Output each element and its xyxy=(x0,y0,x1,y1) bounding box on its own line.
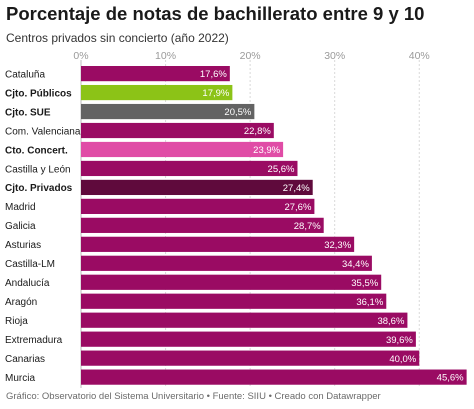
category-labels: Cataluña Cjto. Públicos Cjto. SUE Com. Vale… xyxy=(5,69,81,384)
chart-footer: Gráfico: Observatorio del Sistema Univer… xyxy=(6,391,381,402)
bar xyxy=(81,141,284,158)
value-label: 36,1% xyxy=(356,297,383,308)
bar xyxy=(81,103,255,120)
category-label: Madrid xyxy=(5,202,36,213)
bar xyxy=(81,217,324,233)
value-label: 45,6% xyxy=(437,373,464,384)
value-label: 28,7% xyxy=(294,221,321,232)
value-label: 27,6% xyxy=(284,202,311,213)
bar xyxy=(81,66,230,82)
bar xyxy=(81,198,315,214)
category-label: Galicia xyxy=(5,221,36,232)
x-tick-label: 40% xyxy=(409,50,430,62)
bar xyxy=(81,160,298,177)
bar xyxy=(81,84,233,101)
bar xyxy=(81,369,467,385)
value-label: 27,4% xyxy=(283,183,310,194)
category-label: Canarias xyxy=(5,354,45,365)
value-label: 35,5% xyxy=(351,278,378,289)
category-label: Rioja xyxy=(5,316,28,327)
x-axis-ticks: 0% 10% 20% 30% 40% xyxy=(73,50,429,62)
category-label: Com. Valenciana xyxy=(5,126,81,137)
value-label: 39,6% xyxy=(386,335,413,346)
value-label: 17,9% xyxy=(202,88,229,99)
category-label: Asturias xyxy=(5,240,41,251)
category-label: Castilla y León xyxy=(5,164,71,175)
category-label: Murcia xyxy=(5,373,35,384)
chart-title: Porcentaje de notas de bachillerato entr… xyxy=(6,3,425,24)
category-label: Cataluña xyxy=(5,69,45,80)
bar xyxy=(81,331,416,347)
bars xyxy=(81,66,467,385)
category-label: Castilla-LM xyxy=(5,259,55,270)
category-label: Cto. Concert. xyxy=(5,145,68,156)
value-label: 22,8% xyxy=(244,126,271,137)
bar xyxy=(81,274,382,290)
category-label: Aragón xyxy=(5,297,37,308)
x-tick-label: 20% xyxy=(240,50,261,62)
bar xyxy=(81,179,313,196)
bar xyxy=(81,350,420,366)
bar xyxy=(81,293,387,309)
bar xyxy=(81,312,408,328)
category-label: Cjto. SUE xyxy=(5,107,51,118)
value-label: 40,0% xyxy=(389,354,416,365)
category-label: Cjto. Privados xyxy=(5,183,73,194)
chart-subtitle: Centros privados sin concierto (año 2022… xyxy=(6,31,229,45)
x-tick-label: 10% xyxy=(155,50,176,62)
value-label: 20,5% xyxy=(224,107,251,118)
value-labels: 17,6% 17,9% 20,5% 22,8% 23,9% 25,6% 27,4% 27,6%… xyxy=(200,69,464,384)
value-label: 34,4% xyxy=(342,259,369,270)
value-label: 32,3% xyxy=(324,240,351,251)
bar xyxy=(81,122,274,139)
bar-chart: 0% 10% 20% 30% 40% Cataluña Cjto. Públicos Cjt… xyxy=(5,50,467,388)
bar xyxy=(81,236,355,252)
value-label: 23,9% xyxy=(253,145,280,156)
bar xyxy=(81,255,372,271)
value-label: 38,6% xyxy=(377,316,404,327)
x-tick-label: 0% xyxy=(73,50,88,62)
x-tick-label: 30% xyxy=(324,50,345,62)
value-label: 17,6% xyxy=(200,69,227,80)
category-label: Cjto. Públicos xyxy=(5,88,72,99)
category-label: Andalucía xyxy=(5,278,50,289)
category-label: Extremadura xyxy=(5,335,63,346)
value-label: 25,6% xyxy=(268,164,295,175)
